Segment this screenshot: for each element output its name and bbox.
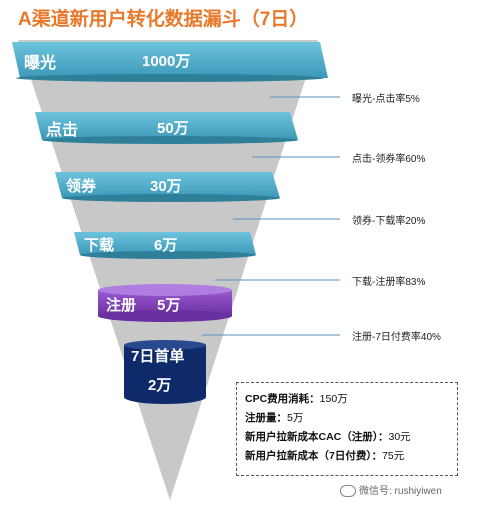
stage-label-click: 点击 (46, 122, 79, 139)
rate-coupon-download: 领券-下载率20% (352, 216, 426, 227)
stage-label-register: 注册 (106, 297, 137, 314)
stage-value-exposure: 1000万 (142, 53, 191, 70)
summary-cac-pay: 新用户拉新成本（7日付费）：75元 (245, 450, 405, 462)
stage-band-first-order (124, 340, 206, 404)
summary-box: CPC费用消耗：150万 注册量：5万 新用户拉新成本CAC（注册）：30元 新… (236, 382, 458, 476)
rate-exposure-click: 曝光-点击率5% (352, 94, 420, 105)
stage-value-click: 50万 (157, 120, 189, 137)
stage-band-register (98, 284, 232, 322)
summary-cpc: CPC费用消耗：150万 (245, 393, 348, 405)
stage-label-exposure: 曝光 (24, 55, 57, 72)
stage-band-download (74, 232, 256, 259)
page-title: A渠道新用户转化数据漏斗（7日） (18, 9, 309, 30)
rate-download-register: 下载-注册率83% (352, 277, 426, 288)
stage-value-download: 6万 (154, 237, 178, 254)
stage-band-exposure (12, 42, 328, 82)
stage-label-download: 下载 (84, 237, 115, 254)
summary-cac-register: 新用户拉新成本CAC（注册）：30元 (245, 431, 411, 443)
stage-label-first-order: 7日首单 (131, 348, 185, 365)
summary-registrations: 注册量：5万 (245, 412, 304, 424)
stage-value-coupon: 30万 (150, 178, 182, 195)
wechat-icon (340, 485, 356, 498)
rate-register-pay: 注册-7日付费率40% (352, 332, 441, 343)
stage-band-click (35, 112, 298, 144)
funnel-cone (18, 40, 318, 500)
stage-label-coupon: 领券 (66, 178, 97, 195)
watermark: 微信号: rushiyiwen (340, 482, 442, 498)
stage-value-register: 5万 (157, 297, 181, 314)
stage-band-coupon (55, 172, 280, 202)
stage-value-first-order: 2万 (148, 377, 172, 394)
rate-click-coupon: 点击-领券率60% (352, 154, 426, 165)
